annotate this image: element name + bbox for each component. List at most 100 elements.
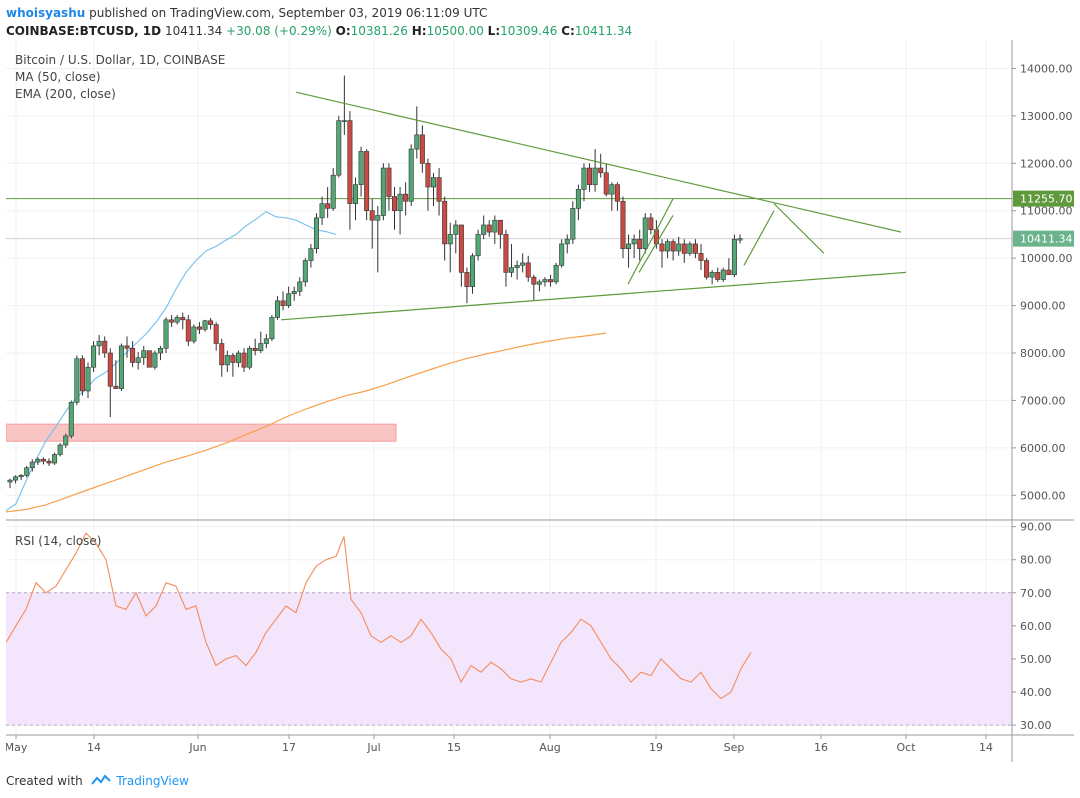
time-tick-label: 17 <box>282 741 296 754</box>
time-tick-label: Sep <box>724 741 745 754</box>
candle-body <box>347 120 353 204</box>
time-tick-label: Aug <box>539 741 560 754</box>
low-label: L: <box>487 24 501 38</box>
candle-body <box>509 267 515 273</box>
candle-body <box>564 238 570 245</box>
candle-body <box>241 352 247 368</box>
candle-body <box>475 234 481 257</box>
candle-body <box>35 458 41 463</box>
candle-body <box>626 243 632 249</box>
candle-body <box>102 340 108 354</box>
chart-header: whoisyashu published on TradingView.com,… <box>6 4 1074 40</box>
candle-body <box>280 300 286 306</box>
candle-body <box>163 319 169 349</box>
candle-body <box>85 366 91 392</box>
rsi-line <box>5 532 752 700</box>
trendline-4 <box>638 215 674 273</box>
created-with-text: Created with <box>6 774 83 788</box>
ma-legend: MA (50, close) <box>15 70 101 84</box>
candle-body <box>687 243 693 254</box>
candle-body <box>213 324 219 344</box>
tradingview-link[interactable]: TradingView <box>116 774 189 788</box>
time-tick-label: May <box>6 741 28 754</box>
candle-body <box>230 355 236 363</box>
candle-body <box>274 300 280 318</box>
time-tick-label: Oct <box>896 741 916 754</box>
ema-legend: EMA (200, close) <box>15 87 116 101</box>
candle-body <box>614 184 620 202</box>
candle-body <box>692 243 698 254</box>
price-tick-label: 8000.00 <box>1020 347 1066 360</box>
candle-body <box>553 264 559 283</box>
candle-body <box>403 193 409 202</box>
candle-body <box>235 352 241 363</box>
chart-area[interactable]: 14000.00 13000.00 12000.00 11000.00 10000.00… <box>5 40 1074 762</box>
chart-svg[interactable]: 14000.00 13000.00 12000.00 11000.00 10000.00… <box>5 40 1074 762</box>
candle-body <box>548 279 554 283</box>
candle-body <box>715 272 721 280</box>
candle-body <box>637 238 643 249</box>
candle-body <box>380 167 386 216</box>
price-label-text: 11255.70 <box>1020 193 1073 206</box>
high-value: 10500.00 <box>426 24 484 38</box>
close-value: 10411.34 <box>574 24 633 38</box>
supply-zone-rect <box>5 423 397 442</box>
candle-body <box>581 167 587 190</box>
price-tick-label: 13000.00 <box>1020 110 1073 123</box>
candle-body <box>603 172 609 195</box>
rsi-tick-label: 70.00 <box>1020 587 1052 600</box>
rsi-tick-label: 40.00 <box>1020 686 1052 699</box>
price-tick-label: 5000.00 <box>1020 489 1066 502</box>
candle-body <box>397 193 403 212</box>
candle-body <box>497 219 503 235</box>
candle-body <box>642 217 648 249</box>
trendline-5 <box>743 210 775 266</box>
price-tick-label: 7000.00 <box>1020 394 1066 407</box>
candle-body <box>419 134 425 164</box>
candle-body <box>202 320 208 330</box>
candle-body <box>141 350 147 359</box>
candle-body <box>737 238 743 241</box>
candle-body <box>224 355 230 366</box>
candle-body <box>352 184 358 204</box>
trendline-2 <box>280 271 907 321</box>
time-tick-label: 15 <box>447 741 461 754</box>
candle-body <box>52 454 58 464</box>
price-label-box <box>1013 230 1074 247</box>
candle-body <box>118 345 124 389</box>
close-label: C: <box>561 24 575 38</box>
ema200-line <box>5 332 607 513</box>
candle-body <box>458 224 464 273</box>
candle-body <box>263 338 269 344</box>
trendline-1 <box>295 91 902 233</box>
candle-body <box>414 134 420 150</box>
candle-body <box>681 243 687 254</box>
rsi-tick-label: 30.00 <box>1020 719 1052 732</box>
candle-body <box>13 476 19 481</box>
candle-body <box>313 217 319 249</box>
candle-body <box>676 243 682 252</box>
candle-body <box>146 350 152 368</box>
chart-title: Bitcoin / U.S. Dollar, 1D, COINBASE <box>15 53 225 67</box>
candle-body <box>431 177 437 188</box>
candle-body <box>570 208 576 240</box>
candle-body <box>46 460 52 464</box>
candle-body <box>169 319 175 323</box>
candle-body <box>180 317 186 321</box>
rsi-band <box>6 592 1012 726</box>
candle-body <box>720 269 726 280</box>
time-tick-label: 14 <box>87 741 101 754</box>
candle-body <box>659 243 665 252</box>
candle-body <box>258 343 264 351</box>
time-tick-label: 16 <box>814 741 828 754</box>
candle-body <box>648 217 654 231</box>
price-tick-label: 14000.00 <box>1020 62 1073 75</box>
candle-body <box>107 352 113 387</box>
candle-body <box>631 238 637 245</box>
candle-body <box>79 358 85 392</box>
trendline-6 <box>773 203 825 254</box>
candle-body <box>470 255 476 287</box>
author-link[interactable]: whoisyashu <box>6 6 86 20</box>
candle-body <box>308 248 314 261</box>
time-tick-label: 19 <box>649 741 663 754</box>
